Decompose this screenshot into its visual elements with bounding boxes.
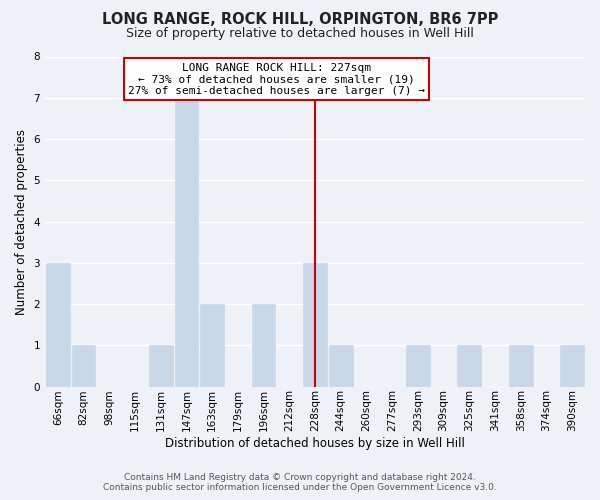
X-axis label: Distribution of detached houses by size in Well Hill: Distribution of detached houses by size … (165, 437, 465, 450)
Text: LONG RANGE ROCK HILL: 227sqm
← 73% of detached houses are smaller (19)
27% of se: LONG RANGE ROCK HILL: 227sqm ← 73% of de… (128, 62, 425, 96)
Bar (560, 346, 584, 387)
Bar (509, 346, 533, 387)
Bar (200, 304, 224, 386)
Bar (46, 263, 70, 386)
Bar (457, 346, 481, 387)
Y-axis label: Number of detached properties: Number of detached properties (15, 128, 28, 314)
Bar (406, 346, 430, 387)
Bar (303, 263, 327, 386)
Bar (149, 346, 173, 387)
Bar (175, 98, 198, 386)
Text: LONG RANGE, ROCK HILL, ORPINGTON, BR6 7PP: LONG RANGE, ROCK HILL, ORPINGTON, BR6 7P… (102, 12, 498, 28)
Bar (329, 346, 353, 387)
Text: Size of property relative to detached houses in Well Hill: Size of property relative to detached ho… (126, 28, 474, 40)
Bar (72, 346, 95, 387)
Bar (252, 304, 275, 386)
Text: Contains HM Land Registry data © Crown copyright and database right 2024.
Contai: Contains HM Land Registry data © Crown c… (103, 473, 497, 492)
